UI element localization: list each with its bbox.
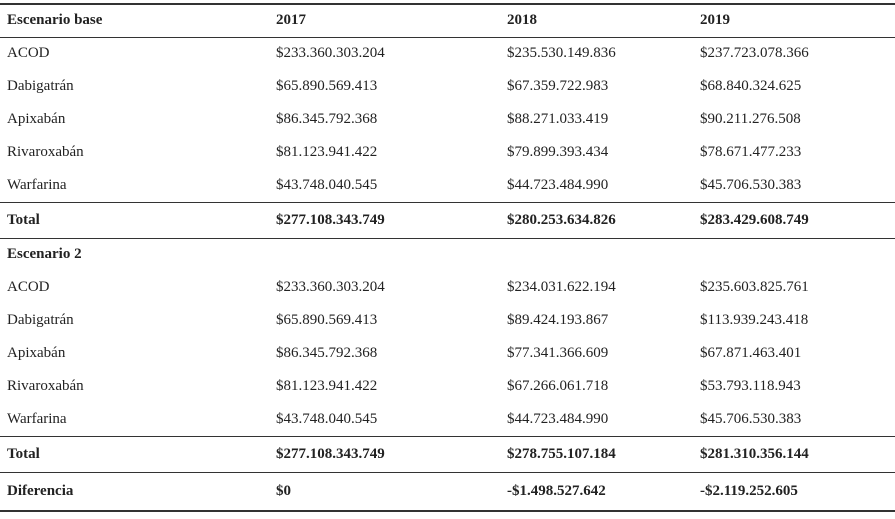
table-cell: Total [7, 445, 40, 462]
table-cell: $67.359.722.983 [507, 78, 609, 94]
table-cell: $86.345.792.368 [276, 111, 378, 127]
data-table: Escenario base 2017 2018 2019 ACOD $233.360.3… [0, 3, 895, 512]
table-row: Apixabán $86.345.792.368 $88.271.033.419 $9… [0, 103, 895, 136]
table-cell: $277.108.343.749 [276, 211, 385, 228]
table-cell: Escenario base [7, 12, 103, 29]
table-cell: $233.360.303.204 [276, 45, 385, 62]
table-cell: $233.360.303.204 [276, 279, 385, 295]
table-cell: $277.108.343.749 [276, 445, 385, 462]
table-cell: ACOD [7, 279, 50, 295]
table-cell: ACOD [7, 45, 50, 62]
table-row: Escenario 2 [0, 238, 895, 271]
table-cell: $77.341.366.609 [507, 345, 609, 361]
table-cell: $68.840.324.625 [700, 78, 802, 94]
table-cell: $44.723.484.990 [507, 410, 609, 427]
table-cell: 2019 [700, 12, 730, 29]
table-cell: $234.031.622.194 [507, 279, 616, 295]
table-row: Diferencia $0 -$1.498.527.642 -$2.119.252.6… [0, 472, 895, 511]
table-cell: 2018 [507, 12, 537, 29]
table-cell: $65.890.569.413 [276, 312, 378, 328]
table-cell: $90.211.276.508 [700, 111, 801, 127]
table-cell: $113.939.243.418 [700, 312, 809, 328]
table-cell: $43.748.040.545 [276, 410, 378, 427]
table-cell: $78.671.477.233 [700, 144, 802, 160]
table-cell: $81.123.941.422 [276, 144, 378, 160]
table-cell: Diferencia [7, 482, 74, 499]
table-cell: $88.271.033.419 [507, 111, 609, 127]
table-cell: Warfarina [7, 410, 67, 427]
table-row: Warfarina $43.748.040.545 $44.723.484.990 $… [0, 403, 895, 436]
table-cell: $237.723.078.366 [700, 45, 809, 62]
table-cell: Dabigatrán [7, 312, 74, 328]
table-row: Dabigatrán $65.890.569.413 $89.424.193.867… [0, 304, 895, 337]
table-cell: -$2.119.252.605 [700, 482, 798, 499]
table-cell: Escenario 2 [7, 246, 82, 263]
table-cell: Rivaroxabán [7, 144, 84, 160]
table-cell: $0 [276, 482, 291, 499]
table-row: Total $277.108.343.749 $280.253.634.826 $28… [0, 202, 895, 238]
table-cell: $43.748.040.545 [276, 176, 378, 193]
table-cell: Rivaroxabán [7, 378, 84, 394]
table-row: Apixabán $86.345.792.368 $77.341.366.609 $6… [0, 337, 895, 370]
table-cell: $65.890.569.413 [276, 78, 378, 94]
table-cell: $67.871.463.401 [700, 345, 802, 361]
table-row: Rivaroxabán $81.123.941.422 $67.266.061.71… [0, 370, 895, 403]
table-cell: $79.899.393.434 [507, 144, 609, 160]
table-cell: Apixabán [7, 345, 66, 361]
table-cell: $280.253.634.826 [507, 211, 616, 228]
table-cell: $235.603.825.761 [700, 279, 809, 295]
table-row: Warfarina $43.748.040.545 $44.723.484.990 $… [0, 169, 895, 202]
table-row: Rivaroxabán $81.123.941.422 $79.899.393.43… [0, 136, 895, 169]
table-cell: $45.706.530.383 [700, 410, 802, 427]
table-cell: 2017 [276, 12, 306, 29]
table-cell: -$1.498.527.642 [507, 482, 606, 499]
table-cell: $235.530.149.836 [507, 45, 616, 62]
table-cell: $86.345.792.368 [276, 345, 378, 361]
table-cell: $44.723.484.990 [507, 176, 609, 193]
table-cell: $89.424.193.867 [507, 312, 609, 328]
table-cell: $45.706.530.383 [700, 176, 802, 193]
table-row: ACOD $233.360.303.204 $234.031.622.194 $235… [0, 271, 895, 304]
table-cell: Warfarina [7, 176, 67, 193]
table-cell: Apixabán [7, 111, 66, 127]
table-row: Dabigatrán $65.890.569.413 $67.359.722.983… [0, 70, 895, 103]
table-row: ACOD $233.360.303.204 $235.530.149.836 $237… [0, 37, 895, 70]
table-row: Total $277.108.343.749 $278.755.107.184 $28… [0, 436, 895, 472]
table-row: Escenario base 2017 2018 2019 [0, 4, 895, 37]
table-cell: $283.429.608.749 [700, 211, 809, 228]
table-cell: Dabigatrán [7, 78, 74, 94]
table-cell: $281.310.356.144 [700, 445, 809, 462]
table-cell: $53.793.118.943 [700, 378, 801, 394]
table-cell: $67.266.061.718 [507, 378, 609, 394]
table-cell: $81.123.941.422 [276, 378, 378, 394]
table-cell: Total [7, 211, 40, 228]
table-cell: $278.755.107.184 [507, 445, 616, 462]
